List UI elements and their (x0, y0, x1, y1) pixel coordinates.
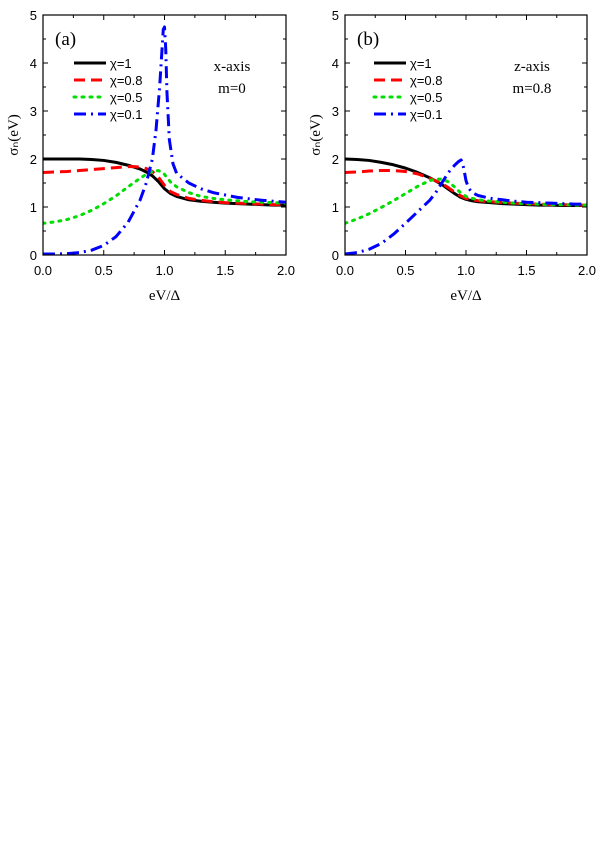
series-line-4 (43, 25, 286, 255)
y-tick-label: 5 (332, 8, 339, 23)
y-tick-label: 3 (332, 104, 339, 119)
x-tick-label: 2.0 (578, 263, 596, 278)
legend-label-4: χ=0.1 (110, 107, 143, 122)
legend-label-1: χ=1 (410, 56, 432, 71)
y-tick-label: 2 (332, 152, 339, 167)
legend-label-4: χ=0.1 (410, 107, 443, 122)
x-tick-label: 1.0 (457, 263, 475, 278)
series-group (43, 25, 286, 255)
legend-label-2: χ=0.8 (110, 73, 143, 88)
y-tick-label: 4 (332, 56, 339, 71)
x-tick-label: 0.5 (95, 263, 113, 278)
y-tick-label: 0 (332, 248, 339, 263)
panel-annotation: m=0.8 (513, 81, 552, 97)
x-tick-label: 1.5 (216, 263, 234, 278)
y-tick-label: 3 (30, 104, 37, 119)
x-tick-label: 0.5 (396, 263, 414, 278)
x-axis-title: eV/Δ (450, 288, 482, 304)
y-tick-label: 1 (332, 200, 339, 215)
legend: χ=1 χ=0.8 χ=0.5 χ=0.1 (372, 56, 443, 122)
y-axis-title: σₙ(eV) (6, 114, 22, 156)
x-tick-label: 1.0 (155, 263, 173, 278)
y-tick-label: 1 (30, 200, 37, 215)
panel-annotation: m=0 (218, 81, 246, 97)
series-line-2 (43, 165, 286, 207)
legend-label-3: χ=0.5 (110, 90, 143, 105)
series-line-2 (345, 169, 587, 207)
x-axis-title: eV/Δ (149, 288, 181, 304)
y-tick-label: 2 (30, 152, 37, 167)
series-line-4 (345, 158, 587, 255)
legend-label-3: χ=0.5 (410, 90, 443, 105)
panel-label: (b) (357, 29, 379, 50)
x-tick-label: 0.0 (336, 263, 354, 278)
series-line-3 (43, 169, 286, 225)
series-group (345, 157, 587, 255)
y-axis-title: σₙ(eV) (308, 114, 324, 156)
y-tick-label: 0 (30, 248, 37, 263)
x-tick-label: 0.0 (34, 263, 52, 278)
legend: χ=1 χ=0.8 χ=0.5 χ=0.1 (72, 56, 143, 122)
legend-label-1: χ=1 (110, 56, 132, 71)
x-tick-label: 1.5 (517, 263, 535, 278)
panel-annotation: z-axis (514, 59, 550, 75)
panel-annotation: x-axis (214, 59, 251, 75)
panel-b: 0.0 0.5 1.0 1.5 2.0 0 1 2 3 4 5 eV/Δ σₙ(eV) (b) z-axis… (308, 8, 596, 304)
y-tick-label: 4 (30, 56, 37, 71)
legend-label-2: χ=0.8 (410, 73, 443, 88)
panel-a: 0.0 0.5 1.0 1.5 2.0 0 1 2 3 4 5 eV/Δ σₙ(eV) (a) x-axis… (6, 8, 295, 304)
x-tick-label: 2.0 (277, 263, 295, 278)
panel-label: (a) (55, 29, 76, 50)
y-tick-label: 5 (30, 8, 37, 23)
